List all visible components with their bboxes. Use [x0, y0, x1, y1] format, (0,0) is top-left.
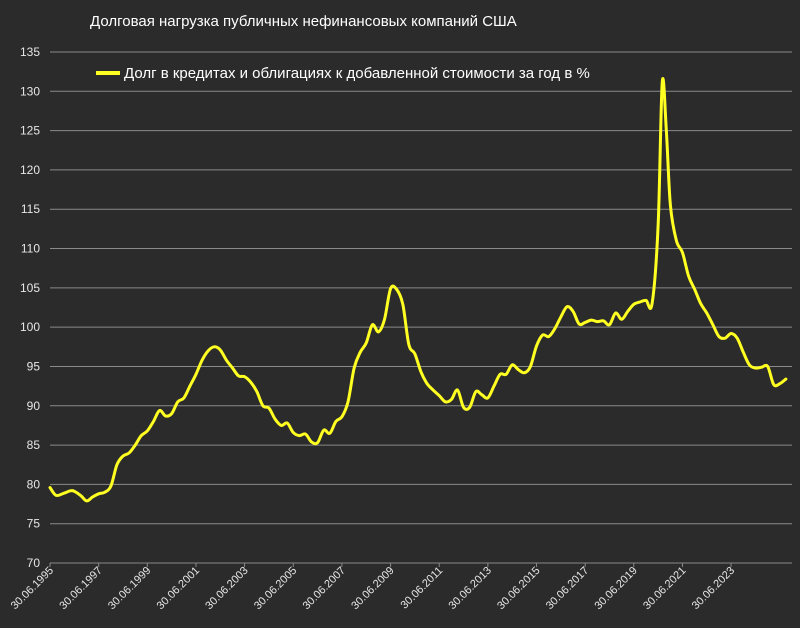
y-tick-label: 105: [20, 281, 40, 295]
legend: Долг в кредитах и облигациях к добавленн…: [96, 65, 590, 82]
y-tick-label: 130: [20, 84, 40, 98]
y-tick-label: 85: [27, 438, 41, 452]
legend-label: Долг в кредитах и облигациях к добавленн…: [124, 65, 590, 82]
y-tick-label: 115: [21, 202, 40, 216]
x-tick-label: 30.06.2003: [203, 565, 250, 612]
x-tick-label: 30.06.1995: [9, 565, 56, 612]
x-tick-label: 30.06.2001: [155, 565, 202, 612]
x-tick-label: 30.06.1997: [57, 565, 104, 612]
series-line: [48, 77, 788, 503]
y-tick-label: 120: [20, 163, 40, 177]
x-tick-label: 30.06.2019: [592, 565, 639, 612]
y-tick-label: 135: [20, 45, 40, 59]
x-tick-label: 30.06.2023: [690, 565, 737, 612]
y-tick-label: 125: [20, 124, 40, 138]
y-tick-label: 100: [20, 320, 40, 334]
x-tick-label: 30.06.2017: [544, 565, 591, 612]
y-tick-label: 95: [27, 359, 41, 373]
x-tick-label: 30.06.2007: [301, 565, 348, 612]
y-axis-ticks: 70 75 80 85 90 95 100 105 110 115 120 125 130 135: [20, 45, 40, 570]
y-tick-label: 80: [27, 477, 41, 491]
series-group: [48, 77, 788, 503]
x-tick-label: 30.06.2013: [447, 565, 494, 612]
x-axis-ticks: 30.06.1995 30.06.1997 30.06.1999 30.06.2001…: [9, 563, 737, 612]
x-tick-label: 30.06.2005: [252, 565, 299, 612]
y-tick-label: 110: [21, 242, 40, 256]
y-tick-label: 75: [27, 517, 41, 531]
gridlines: [50, 51, 792, 564]
x-tick-label: 30.06.2021: [641, 565, 688, 612]
chart-title: Долговая нагрузка публичных нефинансовых…: [90, 13, 517, 30]
y-tick-label: 90: [27, 399, 41, 413]
y-tick-label: 70: [27, 556, 41, 570]
x-tick-label: 30.06.1999: [106, 565, 153, 612]
x-tick-label: 30.06.2009: [349, 565, 396, 612]
x-tick-label: 30.06.2011: [398, 565, 445, 612]
x-tick-label: 30.06.2015: [495, 565, 542, 612]
